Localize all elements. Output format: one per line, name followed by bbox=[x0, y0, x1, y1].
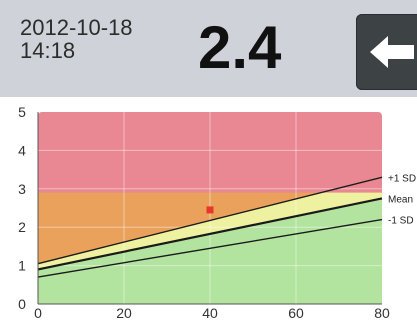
trend-chart: +1 SD Mean -1 SD 0 20 40 60 80 0 1 2 3 4 5 bbox=[0, 97, 417, 321]
x-tick-label: 20 bbox=[116, 305, 132, 321]
x-tick-label: 80 bbox=[374, 305, 390, 321]
zone-green bbox=[38, 198, 382, 304]
minus-1-sd-line bbox=[37, 218, 383, 278]
date-label: 2012-10-18 bbox=[20, 15, 133, 40]
plus-1-sd-line-label: +1 SD bbox=[388, 173, 416, 184]
x-tick-label: 40 bbox=[202, 305, 218, 321]
y-tick-label: 1 bbox=[18, 258, 26, 274]
mean-line bbox=[37, 197, 383, 271]
y-tick-label: 4 bbox=[18, 142, 26, 158]
y-tick-label: 2 bbox=[18, 219, 26, 235]
plus-1-sd-line bbox=[37, 176, 383, 265]
header-bar: 2012-10-18 14:18 2.4 bbox=[0, 0, 417, 97]
current-value: 2.4 bbox=[198, 14, 282, 81]
y-tick-label: 0 bbox=[18, 296, 26, 312]
zone-yellow bbox=[38, 192, 382, 270]
timestamp: 2012-10-18 14:18 bbox=[20, 16, 133, 62]
time-label: 14:18 bbox=[20, 38, 76, 63]
y-tick-label: 3 bbox=[18, 181, 26, 197]
x-tick-label: 60 bbox=[288, 305, 304, 321]
trend-chart-svg: +1 SD Mean -1 SD 0 20 40 60 80 0 1 2 3 4 5 bbox=[18, 104, 416, 321]
x-tick-label: 0 bbox=[34, 305, 42, 321]
back-button[interactable] bbox=[356, 14, 417, 90]
data-point bbox=[206, 206, 214, 214]
y-tick-label: 5 bbox=[18, 104, 26, 120]
arrow-left-icon bbox=[370, 36, 414, 68]
minus-1-sd-line-label: -1 SD bbox=[388, 216, 414, 227]
mean-line-label: Mean bbox=[388, 194, 413, 205]
